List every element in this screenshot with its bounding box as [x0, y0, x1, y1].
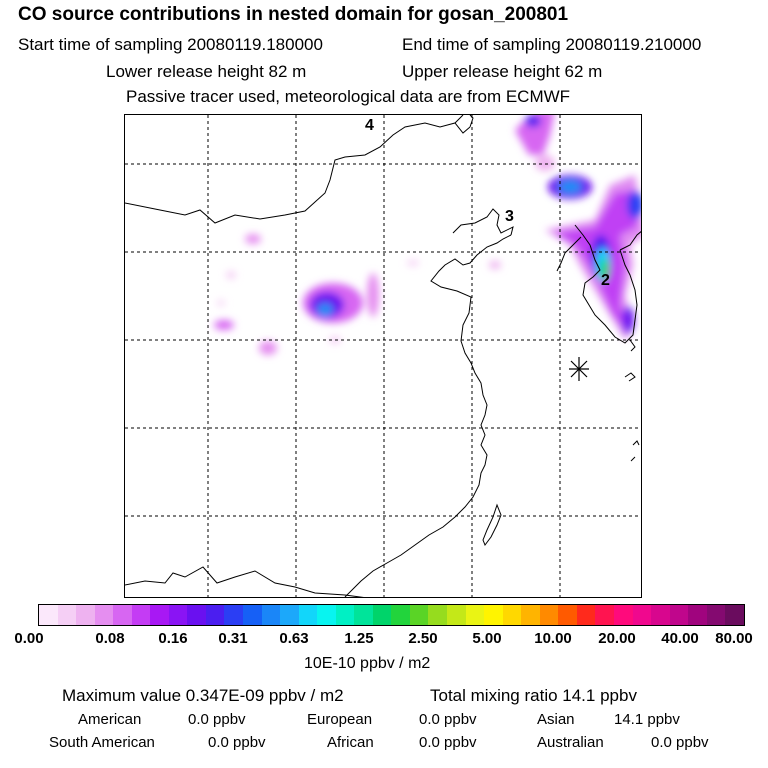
colorbar-tick: 0.16: [158, 630, 188, 647]
colorbar-cell: [725, 605, 744, 625]
tracer-note: Passive tracer used, meteorological data…: [126, 87, 571, 106]
colorbar-cell: [168, 605, 188, 625]
colorbar-cell: [576, 605, 596, 625]
map-label-2: 2: [601, 272, 610, 289]
colorbar-tick: 10.00: [534, 630, 572, 647]
colorbar-cell: [261, 605, 281, 625]
map-canvas: 4 3 2: [125, 115, 641, 597]
african-label: African: [327, 734, 374, 751]
colorbar-cell: [187, 605, 206, 625]
colorbar-cell: [243, 605, 262, 625]
colorbar-cell: [595, 605, 614, 625]
colorbar-cell: [502, 605, 522, 625]
colorbar-cell: [317, 605, 336, 625]
colorbar-cell: [428, 605, 448, 625]
colorbar-cell: [205, 605, 225, 625]
map-panel: 4 3 2: [124, 114, 642, 598]
south-american-label: South American: [49, 734, 155, 751]
european-label: European: [307, 711, 373, 728]
colorbar-units: 10E-10 ppbv / m2: [304, 655, 431, 672]
asian-value: 14.1 ppbv: [614, 711, 680, 728]
australian-label: Australian: [537, 734, 604, 751]
colorbar-tick: 2.50: [408, 630, 438, 647]
colorbar-cell: [298, 605, 318, 625]
african-value: 0.0 ppbv: [419, 734, 477, 751]
colorbar-cell: [150, 605, 169, 625]
colorbar-cell: [521, 605, 540, 625]
colorbar-tick: 80.00: [715, 630, 753, 647]
receptor-marker: [569, 357, 589, 381]
page-title: CO source contributions in nested domain…: [18, 4, 569, 25]
colorbar-cell: [613, 605, 633, 625]
colorbar-cell: [632, 605, 652, 625]
colorbar-cell: [447, 605, 466, 625]
colorbar: [38, 604, 745, 626]
colorbar-cell: [391, 605, 410, 625]
maximum-value: Maximum value 0.347E-09 ppbv / m2: [62, 686, 344, 705]
australian-value: 0.0 ppbv: [651, 734, 709, 751]
european-value: 0.0 ppbv: [419, 711, 477, 728]
contribution-field: [214, 115, 641, 355]
colorbar-cell: [113, 605, 132, 625]
colorbar-cell: [669, 605, 689, 625]
american-value: 0.0 ppbv: [188, 711, 246, 728]
end-time: End time of sampling 20080119.210000: [402, 35, 702, 54]
map-label-4: 4: [365, 117, 374, 134]
colorbar-cell: [280, 605, 299, 625]
colorbar-cell: [651, 605, 670, 625]
colorbar-tick: 20.00: [598, 630, 636, 647]
graticule: [125, 115, 641, 597]
colorbar-cell: [94, 605, 114, 625]
colorbar-tick: 40.00: [661, 630, 699, 647]
coastlines: [125, 115, 641, 597]
colorbar-tick: 0.31: [218, 630, 248, 647]
colorbar-cell: [57, 605, 77, 625]
total-mixing-ratio: Total mixing ratio 14.1 ppbv: [430, 686, 637, 705]
colorbar-cell: [131, 605, 151, 625]
map-label-3: 3: [505, 208, 514, 225]
colorbar-cell: [39, 605, 58, 625]
colorbar-cell: [409, 605, 429, 625]
lower-release-height: Lower release height 82 m: [106, 62, 307, 81]
colorbar-cell: [558, 605, 577, 625]
colorbar-cell: [224, 605, 244, 625]
colorbar-cell: [539, 605, 559, 625]
colorbar-cell: [465, 605, 485, 625]
colorbar-cell: [335, 605, 355, 625]
upper-release-height: Upper release height 62 m: [402, 62, 603, 81]
colorbar-cell: [372, 605, 392, 625]
colorbar-cell: [688, 605, 707, 625]
colorbar-cell: [484, 605, 503, 625]
colorbar-cell: [354, 605, 373, 625]
colorbar-cell: [706, 605, 726, 625]
colorbar-tick: 0.63: [279, 630, 309, 647]
asian-label: Asian: [537, 711, 575, 728]
colorbar-tick: 1.25: [344, 630, 374, 647]
start-time: Start time of sampling 20080119.180000: [18, 35, 323, 54]
south-american-value: 0.0 ppbv: [208, 734, 266, 751]
american-label: American: [78, 711, 142, 728]
colorbar-tick: 5.00: [472, 630, 502, 647]
colorbar-tick: 0.08: [95, 630, 125, 647]
colorbar-tick: 0.00: [14, 630, 44, 647]
colorbar-cell: [76, 605, 95, 625]
